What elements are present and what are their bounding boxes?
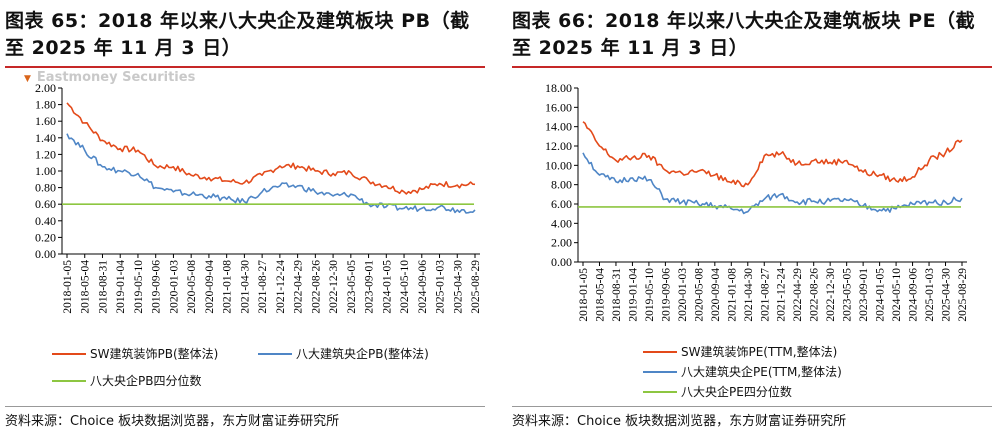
legend-swatch-central <box>258 352 292 355</box>
x-tick-label: 2018-05-04 <box>594 268 606 322</box>
x-tick-label: 2019-01-04 <box>115 260 127 314</box>
title-divider <box>512 66 992 68</box>
y-tick-label: 0.00 <box>35 247 56 261</box>
x-tick-label: 2019-05-10 <box>644 268 656 322</box>
x-tick-label: 2025-01-03 <box>924 268 936 322</box>
y-tick-label: 16.00 <box>545 100 572 114</box>
y-tick-label: 4.00 <box>551 216 572 230</box>
x-tick-label: 2024-09-06 <box>908 268 920 322</box>
title-divider <box>5 66 485 68</box>
y-tick-label: 1.60 <box>35 114 56 128</box>
legend-item-quartile: 八大央企PB四分位数 <box>52 372 201 389</box>
source-note: 资料来源：Choice 板块数据浏览器，东方财富证券研究所 <box>512 414 847 429</box>
y-tick-label: 8.00 <box>551 178 572 192</box>
x-tick-label: 2025-04-30 <box>941 268 953 322</box>
legend-swatch-sw <box>52 352 86 355</box>
series-line-sw <box>582 121 963 188</box>
legend-swatch-quartile <box>643 390 677 393</box>
x-tick-label: 2020-09-04 <box>710 268 722 322</box>
chart-title: 图表 66：2018 年以来八大央企及建筑板块 PE（截至 2025 年 11 … <box>512 10 976 59</box>
x-tick-label: 2022-12-30 <box>328 260 340 314</box>
x-tick-label: 2018-01-05 <box>578 268 590 322</box>
chart-title: 图表 65：2018 年以来八大央企及建筑板块 PB（截至 2025 年 11 … <box>5 10 470 59</box>
x-tick-label: 2020-05-08 <box>693 268 705 322</box>
x-tick-label: 2024-01-05 <box>381 260 393 314</box>
x-tick-label: 2018-08-31 <box>97 260 109 314</box>
triangle-icon: ▼ <box>24 74 31 84</box>
y-tick-label: 0.40 <box>35 214 56 228</box>
x-tick-label: 2024-09-06 <box>417 260 429 314</box>
x-tick-label: 2019-05-10 <box>133 260 145 314</box>
series-line-sw <box>66 102 476 195</box>
x-tick-label: 2021-01-08 <box>222 260 234 314</box>
y-tick-label: 18.00 <box>545 81 572 95</box>
pe-line-chart: 0.00 2.00 4.00 6.00 8.00 10.00 12.00 14.00 16.00… <box>545 81 969 322</box>
pb-line-chart: 0.00 0.20 0.40 0.60 0.80 1.00 1.20 1.40 1.60 1.80… <box>35 81 482 314</box>
source-divider <box>512 406 992 407</box>
legend-swatch-central <box>643 370 677 373</box>
y-tick-label: 1.40 <box>35 131 56 145</box>
x-tick-label: 2025-04-30 <box>452 260 464 314</box>
x-tick-label: 2019-09-06 <box>151 260 163 314</box>
legend-item-quartile: 八大央企PE四分位数 <box>643 383 792 400</box>
x-tick-label: 2024-05-10 <box>891 268 903 322</box>
y-tick-label: 1.00 <box>35 164 56 178</box>
y-tick-label: 1.80 <box>35 98 56 112</box>
y-tick-label: 1.20 <box>35 147 56 161</box>
legend-item-sw: SW建筑装饰PB(整体法) <box>52 345 218 362</box>
y-tick-label: 0.20 <box>35 230 56 244</box>
x-tick-label: 2021-12-24 <box>275 260 287 314</box>
y-tick-label: 6.00 <box>551 197 572 211</box>
series-line-central <box>582 152 963 215</box>
x-tick-label: 2024-01-05 <box>875 268 887 322</box>
x-tick-label: 2021-08-27 <box>759 268 771 322</box>
series-line-central <box>66 133 476 214</box>
x-tick-label: 2022-12-30 <box>825 268 837 322</box>
x-tick-label: 2025-01-03 <box>435 260 447 314</box>
x-tick-label: 2020-01-03 <box>168 260 180 314</box>
y-tick-label: 12.00 <box>545 139 572 153</box>
y-tick-label: 10.00 <box>545 158 572 172</box>
x-tick-label: 2021-04-30 <box>239 260 251 314</box>
legend-item-sw: SW建筑装饰PE(TTM,整体法) <box>643 343 837 360</box>
x-tick-label: 2020-05-08 <box>186 260 198 314</box>
x-tick-label: 2025-08-29 <box>470 260 482 314</box>
y-tick-label: 0.00 <box>551 255 572 269</box>
x-tick-label: 2023-05-05 <box>346 260 358 314</box>
legend-swatch-sw <box>643 350 677 353</box>
x-tick-label: 2020-09-04 <box>204 260 216 314</box>
x-tick-label: 2023-05-05 <box>842 268 854 322</box>
x-tick-label: 2018-01-05 <box>62 260 74 314</box>
x-tick-label: 2018-05-04 <box>80 260 92 314</box>
y-tick-label: 2.00 <box>35 81 56 95</box>
x-tick-label: 2023-09-01 <box>858 268 870 322</box>
x-tick-label: 2021-04-30 <box>743 268 755 322</box>
x-tick-label: 2022-08-26 <box>310 260 322 314</box>
legend-item-central: 八大建筑央企PE(TTM,整体法) <box>643 363 842 380</box>
x-tick-label: 2022-04-29 <box>792 268 804 322</box>
legend-swatch-quartile <box>52 379 86 382</box>
y-tick-label: 0.80 <box>35 181 56 195</box>
x-tick-label: 2023-09-01 <box>364 260 376 314</box>
x-tick-label: 2019-01-04 <box>627 268 639 322</box>
x-tick-label: 2022-08-26 <box>809 268 821 322</box>
x-tick-label: 2025-08-29 <box>957 268 969 322</box>
source-divider <box>5 406 485 407</box>
legend-item-central: 八大建筑央企PB(整体法) <box>258 345 429 362</box>
pb-chart-panel: 图表 65：2018 年以来八大央企及建筑板块 PB（截至 2025 年 11 … <box>0 0 490 434</box>
x-tick-label: 2021-08-27 <box>257 260 269 314</box>
x-tick-label: 2018-08-31 <box>611 268 623 322</box>
y-tick-label: 2.00 <box>551 236 572 250</box>
x-tick-label: 2020-01-03 <box>677 268 689 322</box>
source-note: 资料来源：Choice 板块数据浏览器，东方财富证券研究所 <box>5 414 340 429</box>
x-tick-label: 2022-04-29 <box>293 260 305 314</box>
pe-chart-panel: 图表 66：2018 年以来八大央企及建筑板块 PE（截至 2025 年 11 … <box>507 0 997 434</box>
x-tick-label: 2024-05-10 <box>399 260 411 314</box>
x-tick-label: 2019-09-06 <box>660 268 672 322</box>
x-tick-label: 2021-01-08 <box>726 268 738 322</box>
y-tick-label: 0.60 <box>35 197 56 211</box>
y-tick-label: 14.00 <box>545 120 572 134</box>
x-tick-label: 2021-12-24 <box>776 268 788 322</box>
watermark: ▼ Eastmoney Securities <box>24 70 196 85</box>
